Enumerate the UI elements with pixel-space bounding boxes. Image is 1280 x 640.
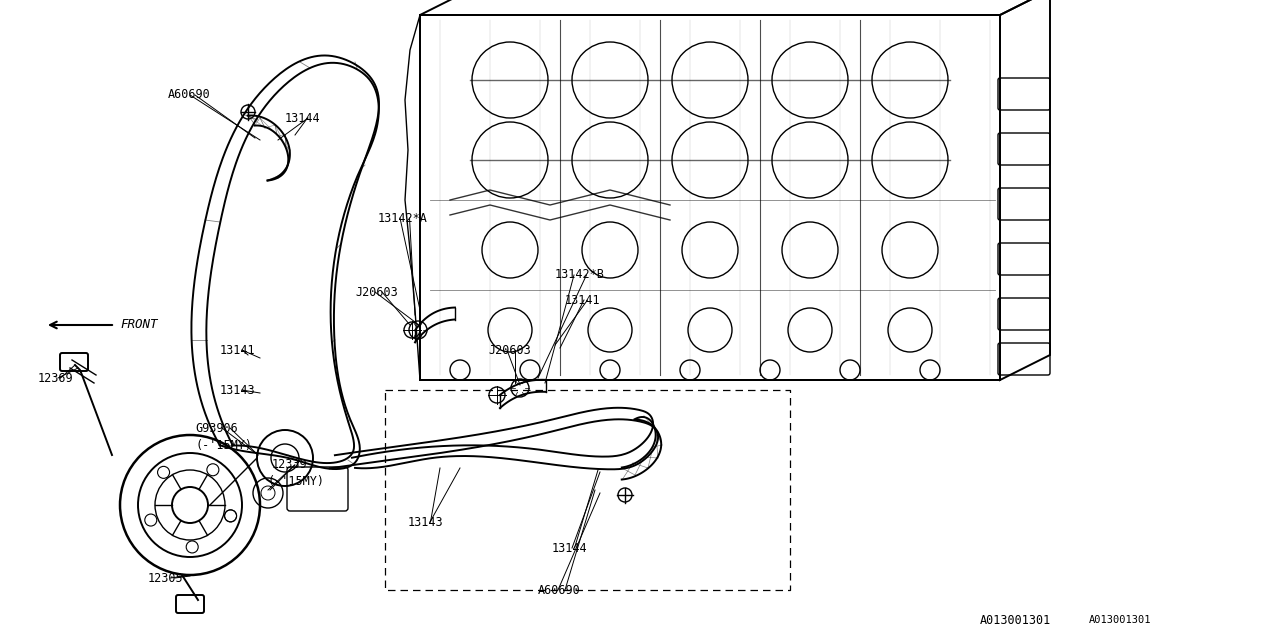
Text: (-'15MY): (-'15MY) xyxy=(195,438,252,451)
Text: 12305: 12305 xyxy=(148,572,183,584)
Text: 13141: 13141 xyxy=(564,294,600,307)
Text: A013001301: A013001301 xyxy=(980,614,1051,627)
Text: G93906: G93906 xyxy=(195,422,238,435)
Text: (-'15MY): (-'15MY) xyxy=(268,476,325,488)
Text: A60690: A60690 xyxy=(168,88,211,102)
Text: 13142*B: 13142*B xyxy=(556,269,605,282)
Text: 13144: 13144 xyxy=(552,541,588,554)
Text: 13143: 13143 xyxy=(220,383,256,397)
Text: A013001301: A013001301 xyxy=(1089,615,1151,625)
Text: J20603: J20603 xyxy=(488,344,531,356)
Text: FRONT: FRONT xyxy=(120,319,157,332)
Text: 13144: 13144 xyxy=(285,111,320,125)
Text: 13141: 13141 xyxy=(220,344,256,356)
Text: 13142*A: 13142*A xyxy=(378,211,428,225)
Text: A60690: A60690 xyxy=(538,584,581,596)
Text: 13143: 13143 xyxy=(408,515,444,529)
Text: 12339: 12339 xyxy=(273,458,307,472)
Text: 12369: 12369 xyxy=(38,371,74,385)
Text: J20603: J20603 xyxy=(355,285,398,298)
